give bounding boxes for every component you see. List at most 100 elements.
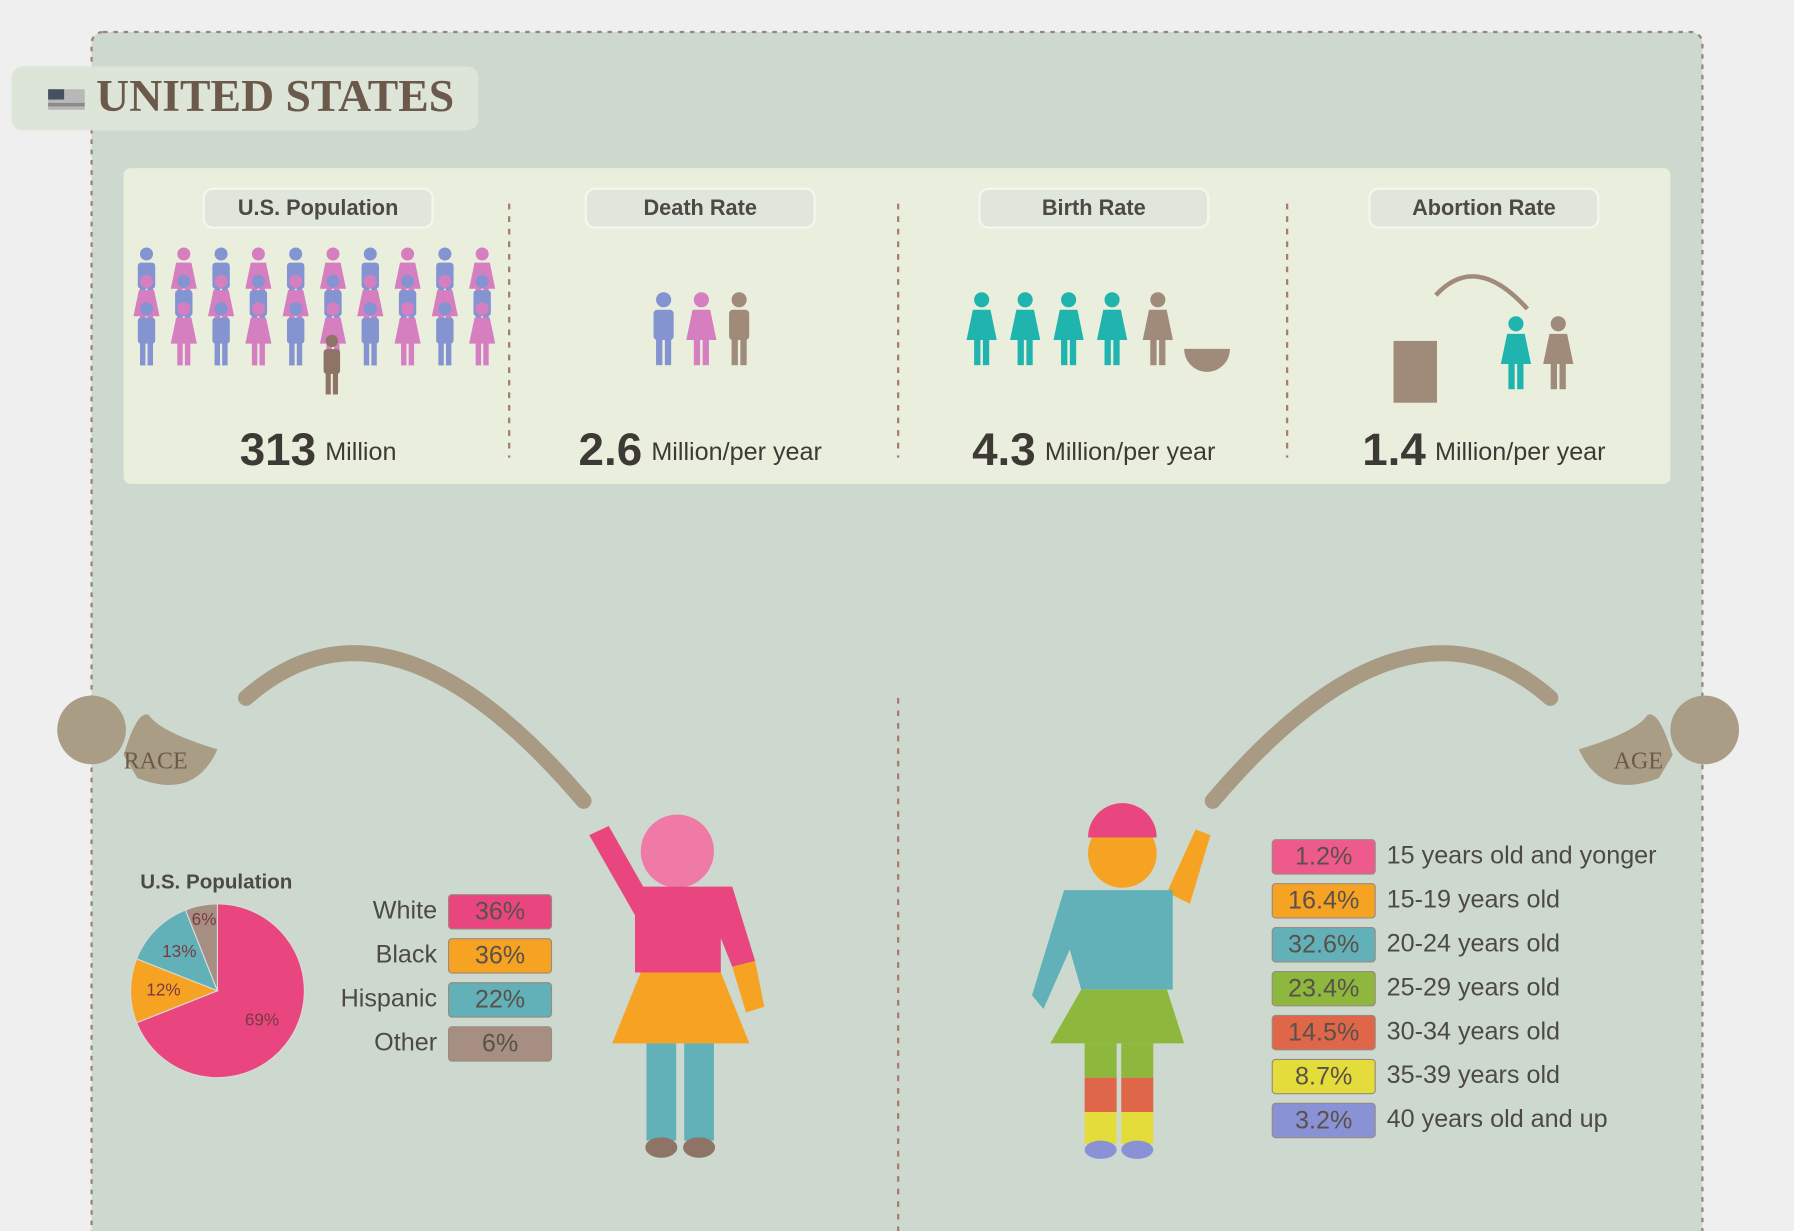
stat-line: 313 Million — [240, 424, 397, 475]
body — [323, 349, 341, 374]
leg — [740, 337, 747, 366]
head — [475, 302, 489, 316]
pie-slice — [135, 909, 219, 992]
leg — [1550, 361, 1558, 390]
age-value: 8.7% — [1295, 1062, 1352, 1090]
stat-unit: Million — [325, 438, 396, 466]
head — [401, 302, 415, 316]
leg — [1517, 361, 1524, 390]
leg — [656, 337, 663, 366]
age-name: 30-34 years old — [1387, 1017, 1560, 1045]
stat-label: Death Rate — [643, 195, 756, 220]
head — [1550, 316, 1566, 332]
head — [731, 292, 747, 308]
race-value: 6% — [482, 1030, 518, 1058]
leg — [1104, 337, 1111, 366]
person-icon — [286, 302, 305, 366]
stat-pill — [202, 187, 434, 229]
leg — [693, 337, 701, 366]
leg — [332, 371, 339, 395]
title: UNITED STATES — [96, 70, 454, 121]
head — [1508, 316, 1524, 332]
dividers — [508, 203, 1289, 1231]
body — [137, 317, 156, 344]
leg — [296, 341, 303, 366]
pie-label: 6% — [192, 909, 217, 929]
stat-label: Birth Rate — [1042, 195, 1146, 220]
stat-line: 2.6 Million/per year — [579, 424, 822, 475]
body — [686, 309, 717, 341]
person-icon — [1096, 292, 1128, 366]
head — [401, 247, 415, 261]
person-icon — [966, 292, 997, 366]
head — [326, 274, 340, 288]
race-name: White — [373, 896, 437, 924]
leg — [363, 341, 370, 366]
stat-label: Abortion Rate — [1412, 195, 1556, 220]
head — [139, 274, 154, 288]
head — [177, 274, 191, 288]
stat-value: 1.4 — [1362, 424, 1426, 475]
leg — [1113, 337, 1120, 366]
head — [363, 302, 377, 316]
person-icon — [212, 302, 230, 366]
head — [693, 292, 709, 308]
age-name: 40 years old and up — [1387, 1105, 1608, 1133]
race-name: Black — [376, 940, 438, 968]
head — [1150, 292, 1166, 308]
age-name: 15-19 years old — [1387, 885, 1560, 913]
stat-unit: Million/per year — [651, 438, 822, 466]
pie-slice — [135, 903, 305, 1079]
leg — [731, 337, 738, 366]
person-icon — [245, 302, 272, 366]
age-name: 15 years old and yonger — [1387, 842, 1657, 870]
head — [475, 247, 489, 261]
leg — [664, 337, 672, 366]
pie-title: U.S. Population — [140, 871, 292, 894]
badges — [57, 695, 1740, 785]
leg — [1069, 337, 1077, 366]
head — [251, 247, 265, 261]
woman-left — [589, 814, 765, 1158]
person-icon — [1543, 316, 1574, 390]
head — [251, 302, 265, 316]
leg — [251, 341, 258, 366]
body — [394, 317, 421, 344]
leg — [401, 341, 407, 366]
pie-label: 13% — [162, 941, 196, 961]
body — [966, 309, 997, 341]
stat-unit: Million/per year — [1435, 438, 1606, 466]
person-icon — [170, 302, 197, 366]
race-label: RACE — [124, 749, 188, 775]
person-icon — [137, 302, 156, 366]
body — [361, 317, 379, 344]
leg — [1150, 337, 1157, 366]
age-name: 20-24 years old — [1387, 929, 1560, 957]
leg — [289, 341, 295, 366]
head — [974, 292, 990, 308]
stat-line: 4.3 Million/per year — [972, 424, 1215, 475]
body — [170, 317, 197, 344]
toss-arc — [1434, 274, 1530, 311]
age-box — [1271, 1014, 1376, 1051]
pie-slice — [129, 957, 219, 1024]
body — [245, 317, 272, 344]
stat-line: 1.4 Million/per year — [1362, 424, 1605, 475]
age-value: 23.4% — [1288, 974, 1359, 1002]
age-box — [1271, 883, 1376, 919]
head — [289, 274, 303, 288]
head — [177, 247, 191, 261]
head — [139, 302, 154, 316]
leg — [702, 337, 709, 366]
person-icon — [1010, 292, 1041, 366]
stroller — [1184, 348, 1230, 372]
head — [214, 274, 228, 288]
stat-value: 4.3 — [972, 424, 1036, 475]
leg — [408, 341, 415, 366]
head — [363, 247, 377, 261]
leg — [371, 341, 377, 366]
title-tab — [11, 66, 479, 131]
person-icon — [323, 334, 341, 395]
